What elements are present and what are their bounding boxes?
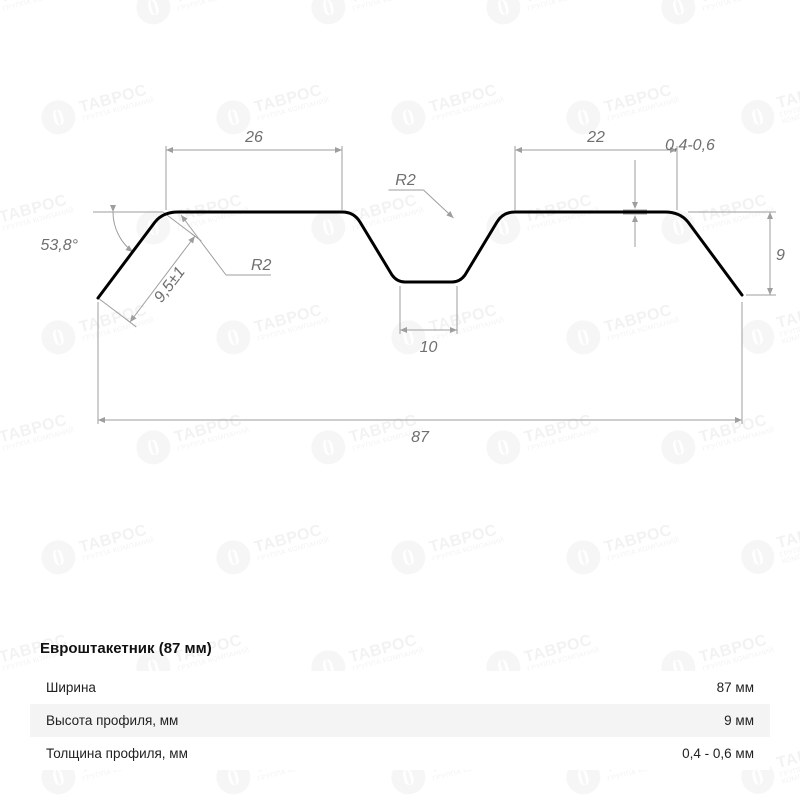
svg-text:53,8°: 53,8° — [40, 237, 78, 254]
svg-text:87: 87 — [411, 429, 430, 446]
svg-text:22: 22 — [586, 129, 605, 146]
spec-label: Толщина профиля, мм — [46, 746, 188, 761]
svg-text:9,5±1: 9,5±1 — [151, 264, 189, 306]
spec-row: Толщина профиля, мм 0,4 - 0,6 мм — [30, 737, 770, 770]
svg-text:9: 9 — [776, 247, 785, 264]
svg-text:R2: R2 — [251, 257, 272, 274]
svg-text:10: 10 — [420, 339, 438, 356]
svg-text:0,4-0,6: 0,4-0,6 — [665, 137, 715, 154]
spec-label: Высота профиля, мм — [46, 713, 178, 728]
spec-row: Ширина 87 мм — [30, 671, 770, 704]
svg-text:R2: R2 — [395, 172, 416, 189]
spec-label: Ширина — [46, 680, 96, 695]
spec-panel: Евроштакетник (87 мм) Ширина 87 мм Высота … — [30, 640, 770, 770]
spec-title: Евроштакетник (87 мм) — [30, 640, 770, 671]
profile-diagram: 26 22 0,4-0,6 9 10 87 9,5±1 53,8° R2 R2 — [0, 0, 800, 560]
spec-value: 0,4 - 0,6 мм — [682, 746, 754, 761]
spec-value: 9 мм — [724, 713, 754, 728]
spec-row: Высота профиля, мм 9 мм — [30, 704, 770, 737]
svg-text:26: 26 — [244, 129, 263, 146]
spec-value: 87 мм — [717, 680, 754, 695]
